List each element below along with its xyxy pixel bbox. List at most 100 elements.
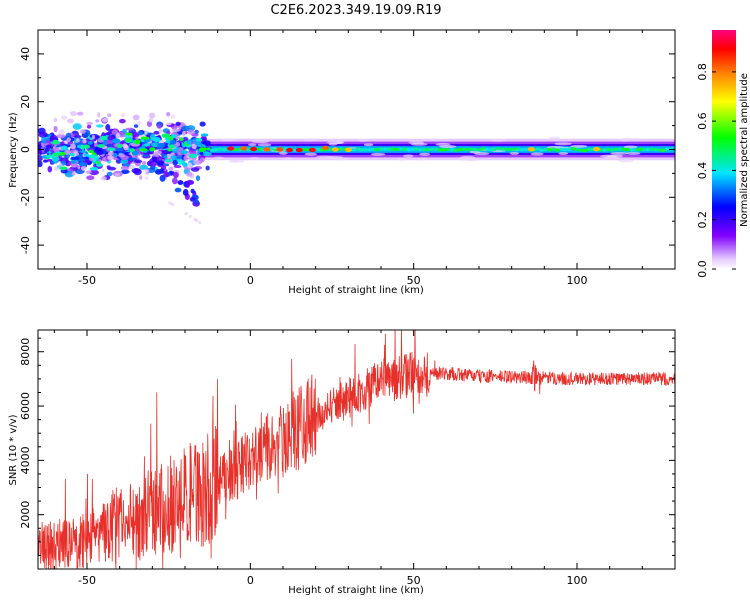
spectrogram-cell bbox=[173, 171, 179, 179]
spectrogram-cell bbox=[402, 147, 407, 152]
spectrogram-cell bbox=[194, 129, 199, 134]
spectrogram-cell bbox=[133, 168, 142, 176]
spectrogram-cell bbox=[64, 149, 70, 156]
spectrogram-cell bbox=[512, 147, 517, 151]
spectrogram-cell bbox=[118, 153, 126, 158]
spectrogram-cell bbox=[257, 143, 272, 147]
spectrogram-cell bbox=[618, 138, 631, 142]
spectrogram-cell bbox=[649, 147, 654, 151]
spectrogram-cell bbox=[135, 136, 139, 140]
spectrogram-cell bbox=[549, 136, 561, 140]
colorbar-tick-label: 0.8 bbox=[696, 63, 709, 81]
spectrogram-cell bbox=[153, 130, 160, 135]
spectrogram-cell bbox=[148, 117, 154, 123]
spectrogram-cell bbox=[172, 160, 178, 166]
spectrogram-cell bbox=[165, 140, 171, 144]
spectrogram-cell bbox=[547, 148, 552, 152]
spectrogram-cell bbox=[570, 144, 588, 148]
spectrogram-cell bbox=[38, 154, 43, 162]
spectrogram-cell bbox=[89, 167, 99, 171]
spectrogram-cell bbox=[151, 161, 157, 167]
spectrogram-cell bbox=[449, 148, 454, 152]
spectrogram-cell bbox=[99, 135, 108, 141]
spectrogram-cell bbox=[251, 140, 270, 144]
spectrogram-xlabel: Height of straight line (km) bbox=[288, 285, 424, 296]
spectrogram-cell bbox=[445, 147, 450, 152]
spectrogram-cell bbox=[403, 154, 414, 158]
spectrogram-cell bbox=[363, 143, 374, 147]
figure-title: C2E6.2023.349.19.09.R19 bbox=[270, 3, 441, 18]
spectrogram-cell bbox=[419, 152, 431, 156]
spectrogram-cell bbox=[416, 157, 426, 161]
spectrogram-cell bbox=[187, 129, 195, 135]
spectrogram-cell bbox=[185, 140, 191, 145]
spectrogram-cell bbox=[122, 128, 127, 134]
spectrogram-cell bbox=[136, 120, 142, 126]
spectrogram-cell bbox=[186, 179, 195, 186]
spectrogram-cell bbox=[71, 159, 77, 164]
spectrogram-cell bbox=[602, 148, 607, 152]
spectrogram-cell bbox=[161, 133, 171, 138]
spectrogram-cell bbox=[527, 147, 535, 152]
colorbar-tick-label: 0.4 bbox=[696, 162, 709, 180]
spectrogram-cell bbox=[496, 147, 501, 151]
spectrogram-ticks: -50 0 50 100 -40 -20 0 20 40 bbox=[19, 29, 676, 287]
spectrogram-cell bbox=[168, 144, 175, 149]
spectrogram-cell bbox=[159, 168, 165, 174]
spectrogram-cell bbox=[214, 148, 219, 152]
snr-ytick-label: 4000 bbox=[19, 446, 32, 474]
spectrogram-cell bbox=[194, 218, 198, 222]
spectrogram-cell bbox=[131, 131, 140, 138]
spectrogram-cell bbox=[199, 121, 206, 127]
spectrogram-cell bbox=[359, 148, 364, 152]
spectrogram-cell bbox=[586, 147, 591, 152]
spectrogram-cell bbox=[83, 153, 90, 157]
spectrogram-cell bbox=[173, 165, 182, 169]
spectrogram-cell bbox=[386, 147, 392, 151]
spectrogram-cell bbox=[170, 152, 175, 156]
spectrogram-cell bbox=[192, 159, 202, 165]
spectrogram-ylabel: Frequency (Hz) bbox=[8, 112, 19, 188]
spectrogram-cell bbox=[198, 221, 202, 225]
spectrogram-cell bbox=[480, 147, 486, 151]
spectrogram-cell bbox=[133, 159, 143, 164]
spectrogram-cell bbox=[70, 143, 76, 150]
spectrogram-cell bbox=[181, 130, 186, 137]
spectrogram-cell bbox=[41, 136, 47, 144]
spectrogram-cell bbox=[143, 169, 149, 173]
spectrogram-cell bbox=[363, 148, 368, 152]
spectrogram-cell bbox=[370, 147, 376, 152]
spectrogram-cell bbox=[125, 132, 133, 136]
spectrogram-cell bbox=[70, 162, 78, 168]
spectrogram-cell bbox=[115, 147, 124, 152]
spectrogram-cell bbox=[410, 147, 415, 151]
spectrogram-cell bbox=[543, 148, 548, 152]
spectrogram-cell bbox=[177, 180, 184, 185]
spectrogram-cell bbox=[593, 146, 601, 152]
spectrogram-cell bbox=[202, 151, 210, 155]
spectrogram-cell bbox=[316, 148, 321, 152]
spectrogram-cell bbox=[178, 137, 184, 141]
spectrogram-cell bbox=[367, 148, 372, 152]
spectrogram-xtick-label: -50 bbox=[78, 274, 96, 287]
spectrogram-cell bbox=[58, 129, 65, 135]
spectrogram-cell bbox=[633, 148, 638, 152]
spectrogram-cell bbox=[190, 188, 195, 194]
spectrogram-cell bbox=[222, 148, 227, 152]
spectrogram-cell bbox=[248, 143, 257, 147]
spectrogram-cell bbox=[168, 201, 172, 205]
spectrogram-cell bbox=[38, 160, 43, 168]
spectrogram-cell bbox=[213, 156, 225, 160]
colorbar-label: Normalized spectral amplitude bbox=[739, 73, 750, 227]
spectrogram-cell bbox=[539, 148, 544, 152]
spectrogram-cell bbox=[139, 175, 143, 180]
spectrogram-cell bbox=[68, 152, 75, 157]
spectrogram-cell bbox=[570, 147, 576, 151]
spectrogram-cell bbox=[328, 142, 338, 146]
spectrogram-cell bbox=[406, 148, 411, 152]
spectrogram-cell bbox=[563, 147, 568, 152]
spectrogram-cell bbox=[304, 148, 309, 152]
snr-ylabel: SNR (10 * v/v) bbox=[8, 414, 19, 485]
spectrogram-cell bbox=[56, 133, 66, 139]
spectrogram-cell bbox=[139, 164, 148, 170]
